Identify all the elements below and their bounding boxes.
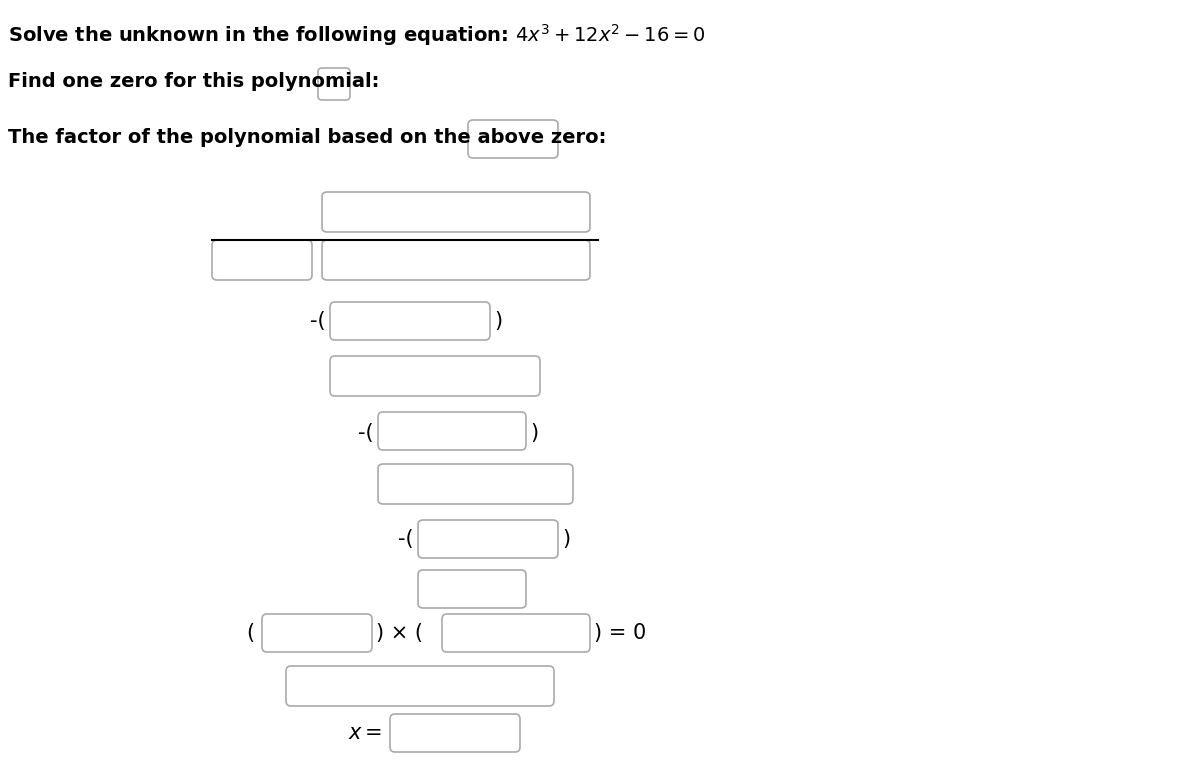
Text: Solve the unknown in the following equation: $4x^3 + 12x^2 - 16 = 0$: Solve the unknown in the following equat… bbox=[8, 22, 706, 48]
FancyBboxPatch shape bbox=[330, 302, 490, 340]
Text: ) × (: ) × ( bbox=[376, 623, 424, 643]
Text: ): ) bbox=[494, 311, 502, 331]
FancyBboxPatch shape bbox=[378, 412, 526, 450]
FancyBboxPatch shape bbox=[442, 614, 590, 652]
FancyBboxPatch shape bbox=[330, 356, 540, 396]
Text: -(: -( bbox=[359, 423, 374, 443]
Text: (: ( bbox=[246, 623, 254, 643]
FancyBboxPatch shape bbox=[378, 464, 574, 504]
FancyBboxPatch shape bbox=[468, 120, 558, 158]
FancyBboxPatch shape bbox=[286, 666, 554, 706]
Text: ): ) bbox=[530, 423, 538, 443]
Text: -(: -( bbox=[311, 311, 326, 331]
FancyBboxPatch shape bbox=[318, 68, 350, 100]
FancyBboxPatch shape bbox=[390, 714, 520, 752]
FancyBboxPatch shape bbox=[262, 614, 372, 652]
Text: ): ) bbox=[562, 529, 570, 549]
Text: Find one zero for this polynomial:: Find one zero for this polynomial: bbox=[8, 72, 379, 91]
FancyBboxPatch shape bbox=[322, 240, 590, 280]
FancyBboxPatch shape bbox=[212, 240, 312, 280]
Text: ) = 0: ) = 0 bbox=[594, 623, 647, 643]
Text: $x = $: $x = $ bbox=[348, 723, 382, 743]
Text: The factor of the polynomial based on the above zero:: The factor of the polynomial based on th… bbox=[8, 128, 606, 147]
Text: -(: -( bbox=[398, 529, 414, 549]
FancyBboxPatch shape bbox=[418, 570, 526, 608]
FancyBboxPatch shape bbox=[418, 520, 558, 558]
FancyBboxPatch shape bbox=[322, 192, 590, 232]
